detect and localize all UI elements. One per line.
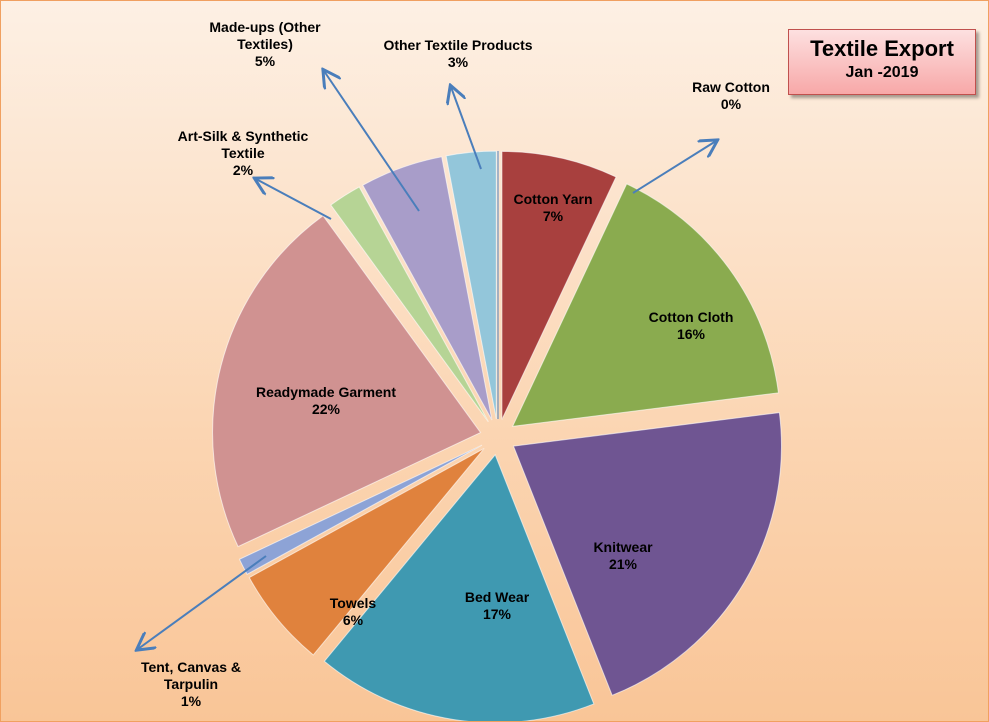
- slice-label: Readymade Garment 22%: [231, 384, 421, 418]
- value-label: 5%: [254, 53, 276, 69]
- slice-label: Knitwear 21%: [563, 539, 683, 573]
- pie-slice: [511, 183, 780, 428]
- value-label: 22%: [311, 401, 341, 417]
- category-label: Tent, Canvas & Tarpulin: [140, 659, 242, 692]
- value-label: 0%: [720, 96, 742, 112]
- title-box: Textile Export Jan -2019: [788, 29, 976, 95]
- category-label: Cotton Cloth: [648, 309, 734, 325]
- slice-label: Cotton Cloth 16%: [626, 309, 756, 343]
- category-label: Made-ups (Other Textiles): [209, 19, 321, 52]
- pie-slice: [512, 412, 782, 696]
- pie-slice: [330, 186, 489, 423]
- leader-line: [138, 555, 267, 649]
- pie-slice: [445, 150, 497, 420]
- value-label: 6%: [342, 612, 364, 628]
- leader-line: [632, 141, 716, 194]
- pie-slice: [362, 156, 493, 421]
- value-label: 1%: [180, 693, 202, 709]
- value-label: 17%: [482, 606, 512, 622]
- category-label: Knitwear: [593, 539, 653, 555]
- chart-title: Textile Export: [810, 36, 954, 61]
- value-label: 21%: [608, 556, 638, 572]
- category-label: Other Textile Products: [383, 37, 533, 53]
- value-label: 3%: [447, 54, 469, 70]
- slice-label: Bed Wear 17%: [437, 589, 557, 623]
- slice-label: Towels 6%: [308, 595, 398, 629]
- leader-line: [451, 87, 482, 170]
- pie-slice: [323, 453, 595, 721]
- slice-label: Cotton Yarn 7%: [498, 191, 608, 225]
- value-label: 2%: [232, 162, 254, 178]
- category-label: Bed Wear: [464, 589, 530, 605]
- slice-label: Tent, Canvas & Tarpulin 1%: [126, 659, 256, 710]
- pie-slice: [238, 444, 483, 575]
- leader-lines: [138, 71, 716, 649]
- category-label: Towels: [329, 595, 377, 611]
- category-label: Art-Silk & Synthetic Textile: [177, 128, 309, 161]
- category-label: Readymade Garment: [255, 384, 397, 400]
- wedges: [212, 150, 782, 721]
- slice-label: Raw Cotton 0%: [671, 79, 791, 113]
- pie-slice: [501, 150, 617, 420]
- leader-line: [324, 71, 420, 212]
- value-label: 7%: [542, 208, 564, 224]
- chart-subtitle: Jan -2019: [845, 64, 919, 81]
- slice-label: Other Textile Products 3%: [363, 37, 553, 71]
- category-label: Raw Cotton: [692, 79, 770, 95]
- slice-label: Made-ups (Other Textiles) 5%: [190, 19, 340, 70]
- pie-slice: [212, 215, 482, 548]
- pie-slice: [248, 448, 485, 656]
- category-label: Cotton Yarn: [513, 191, 593, 207]
- leader-line: [256, 179, 332, 220]
- value-label: 16%: [676, 326, 706, 342]
- slice-label: Art-Silk & Synthetic Textile 2%: [158, 128, 328, 179]
